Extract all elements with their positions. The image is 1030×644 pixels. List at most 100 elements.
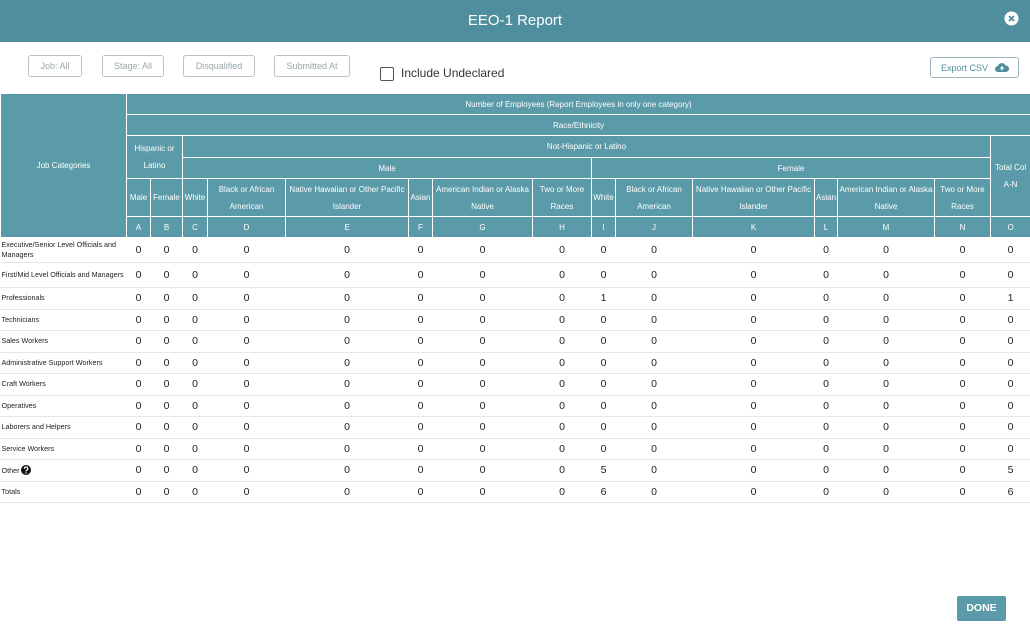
column-letter: O (989, 216, 1030, 238)
job-filter[interactable]: Job: All (28, 55, 82, 77)
value-cell: 0 (615, 237, 693, 263)
value-cell: 0 (532, 309, 592, 331)
value-cell: 0 (432, 373, 533, 396)
value-cell: 0 (814, 373, 838, 396)
value-cell: 0 (837, 438, 935, 460)
value-cell: 0 (934, 237, 991, 263)
column-letter: D (207, 216, 286, 238)
value-cell: 0 (837, 237, 935, 263)
column-header: White (591, 178, 616, 217)
value-cell: 0 (692, 481, 815, 503)
checkbox[interactable] (380, 67, 394, 81)
value-cell: 0 (432, 416, 533, 439)
value-cell: 0 (990, 416, 1030, 439)
column-letter: G (432, 216, 533, 238)
value-cell: 0 (837, 416, 935, 439)
value-cell: 0 (432, 352, 533, 374)
value-cell: 0 (150, 438, 183, 460)
value-cell: 0 (615, 395, 693, 417)
row-label-cell: Service Workers (0, 438, 127, 460)
value-cell: 0 (182, 481, 208, 503)
column-header: Female (150, 178, 183, 217)
column-letter: J (615, 216, 693, 238)
header-cell: Not-Hispanic or Latino (182, 135, 991, 158)
column-header: Asian (814, 178, 838, 217)
value-cell: 0 (934, 459, 991, 482)
value-cell: 0 (150, 481, 183, 503)
value-cell: 0 (207, 352, 286, 374)
value-cell: 0 (934, 416, 991, 439)
value-cell: 0 (615, 459, 693, 482)
value-cell: 0 (207, 330, 286, 353)
value-cell: 0 (207, 416, 286, 439)
header-cell: Number of Employees (Report Employees in… (125, 93, 1030, 115)
value-cell: 0 (814, 352, 838, 374)
value-cell: 0 (814, 262, 838, 288)
value-cell: 0 (285, 373, 409, 396)
value-cell: 0 (150, 287, 183, 310)
value-cell: 0 (408, 352, 433, 374)
value-cell: 0 (408, 237, 433, 263)
column-header: Male (126, 178, 151, 217)
value-cell: 1 (990, 287, 1030, 310)
value-cell: 0 (837, 395, 935, 417)
column-letter: N (934, 216, 991, 238)
table-row: Operatives 0 0 0 0 0 0 0 0 0 0 0 0 0 0 0 (0, 395, 1030, 417)
value-cell: 0 (126, 309, 151, 331)
value-cell: 0 (207, 287, 286, 310)
value-cell: 0 (692, 237, 815, 263)
value-cell: 0 (408, 395, 433, 417)
value-cell: 0 (692, 352, 815, 374)
value-cell: 0 (150, 459, 183, 482)
value-cell: 0 (615, 352, 693, 374)
row-label-cell: Executive/Senior Level Officials and Man… (0, 237, 127, 263)
done-button[interactable]: DONE (957, 596, 1006, 621)
value-cell: 0 (591, 330, 616, 353)
value-cell: 0 (692, 330, 815, 353)
value-cell: 6 (591, 481, 616, 503)
export-label[interactable]: Export CSV (941, 63, 989, 73)
column-header: Two or More Races (934, 178, 991, 217)
value-cell: 0 (182, 330, 208, 353)
help-icon[interactable] (21, 464, 32, 475)
value-cell: 0 (126, 416, 151, 439)
value-cell: 0 (532, 262, 592, 288)
value-cell: 0 (837, 330, 935, 353)
value-cell: 0 (207, 237, 286, 263)
stage-filter[interactable]: Stage: All (102, 55, 164, 77)
value-cell: 0 (814, 438, 838, 460)
value-cell: 0 (615, 416, 693, 439)
submitted-filter[interactable]: Submitted At (274, 55, 350, 77)
value-cell: 0 (591, 352, 616, 374)
close-button[interactable] (1004, 11, 1019, 26)
value-cell: 0 (285, 395, 409, 417)
column-letter: A (126, 216, 151, 238)
value-cell: 0 (207, 459, 286, 482)
value-cell: 0 (591, 309, 616, 331)
table-row: First/Mid Level Officials and Managers 0 0… (0, 262, 1030, 288)
value-cell: 0 (182, 262, 208, 288)
value-cell: 0 (990, 373, 1030, 396)
column-header: White (182, 178, 208, 217)
value-cell: 0 (432, 309, 533, 331)
value-cell: 0 (432, 395, 533, 417)
header-cell: Total Col A-N (989, 135, 1030, 217)
value-cell: 0 (126, 352, 151, 374)
value-cell: 0 (934, 438, 991, 460)
value-cell: 0 (814, 459, 838, 482)
export-button[interactable]: Export CSV (930, 57, 1019, 78)
value-cell: 0 (532, 373, 592, 396)
value-cell: 0 (814, 287, 838, 310)
disqualified-filter[interactable]: Disqualified (183, 55, 255, 77)
row-label-cell: Professionals (0, 287, 127, 310)
value-cell: 0 (532, 395, 592, 417)
value-cell: 0 (990, 395, 1030, 417)
checkbox-label[interactable]: Include Undeclared (401, 66, 505, 80)
row-label-cell: Other (0, 459, 127, 482)
value-cell: 0 (591, 262, 616, 288)
value-cell: 0 (934, 309, 991, 331)
value-cell: 0 (814, 237, 838, 263)
value-cell: 0 (532, 237, 592, 263)
value-cell: 0 (150, 352, 183, 374)
